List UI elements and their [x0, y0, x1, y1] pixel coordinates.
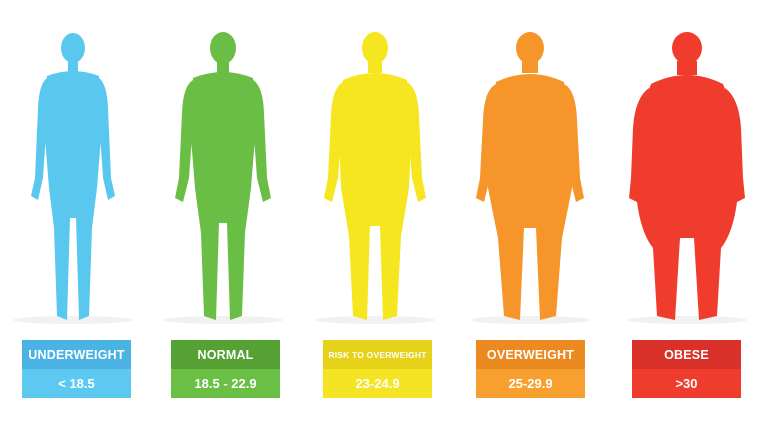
figure-shadow — [13, 316, 133, 324]
overweight-range: 25-29.9 — [476, 369, 585, 398]
silhouette-underweight-svg — [31, 33, 115, 320]
underweight-range: < 18.5 — [22, 369, 131, 398]
overweight-body-silhouette — [470, 28, 590, 324]
risk-to-overweight-body-silhouette — [315, 28, 435, 324]
overweight-card: OVERWEIGHT 25-29.9 — [476, 340, 585, 398]
risk-to-overweight-label: RISK TO OVERWEIGHT — [323, 340, 432, 369]
figure-shadow — [163, 316, 283, 324]
silhouette-risk-svg — [324, 32, 426, 320]
silhouette-obese-svg — [629, 32, 745, 320]
risk-to-overweight-card: RISK TO OVERWEIGHT 23-24.9 — [323, 340, 432, 398]
overweight-label: OVERWEIGHT — [476, 340, 585, 369]
figure-shadow — [315, 316, 435, 324]
silhouette-normal-svg — [175, 32, 271, 320]
normal-label: NORMAL — [171, 340, 280, 369]
risk-to-overweight-range: 23-24.9 — [323, 369, 432, 398]
normal-card: NORMAL 18.5 - 22.9 — [171, 340, 280, 398]
normal-range: 18.5 - 22.9 — [171, 369, 280, 398]
normal-body-silhouette — [163, 28, 283, 324]
obese-range: >30 — [632, 369, 741, 398]
figure-shadow — [627, 316, 747, 324]
obese-body-silhouette — [627, 28, 747, 324]
silhouette-overweight-svg — [476, 32, 584, 320]
underweight-label: UNDERWEIGHT — [22, 340, 131, 369]
figure-shadow — [470, 316, 590, 324]
obese-label: OBESE — [632, 340, 741, 369]
underweight-body-silhouette — [13, 28, 133, 324]
obese-card: OBESE >30 — [632, 340, 741, 398]
underweight-card: UNDERWEIGHT < 18.5 — [22, 340, 131, 398]
